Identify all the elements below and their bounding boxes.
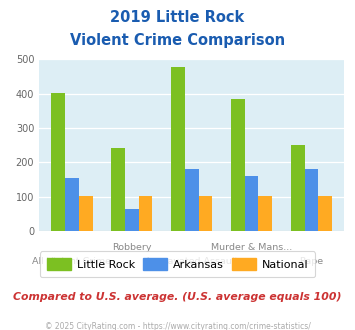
Text: © 2025 CityRating.com - https://www.cityrating.com/crime-statistics/: © 2025 CityRating.com - https://www.city… xyxy=(45,322,310,330)
Bar xyxy=(185,169,198,231)
Bar xyxy=(231,99,245,231)
Legend: Little Rock, Arkansas, National: Little Rock, Arkansas, National xyxy=(40,251,315,277)
Bar xyxy=(198,196,212,231)
Bar xyxy=(291,145,305,231)
Bar xyxy=(79,196,93,231)
Bar xyxy=(139,196,153,231)
Text: Murder & Mans...: Murder & Mans... xyxy=(211,243,292,252)
Bar xyxy=(245,176,258,231)
Text: Aggravated Assault: Aggravated Assault xyxy=(145,257,238,266)
Bar xyxy=(305,169,318,231)
Bar xyxy=(318,196,332,231)
Bar xyxy=(258,196,272,231)
Text: Rape: Rape xyxy=(299,257,323,266)
Text: 2019 Little Rock: 2019 Little Rock xyxy=(110,10,245,25)
Bar xyxy=(171,67,185,231)
Text: Compared to U.S. average. (U.S. average equals 100): Compared to U.S. average. (U.S. average … xyxy=(13,292,342,302)
Text: Robbery: Robbery xyxy=(112,243,152,252)
Text: Violent Crime Comparison: Violent Crime Comparison xyxy=(70,33,285,48)
Bar xyxy=(65,178,79,231)
Bar xyxy=(111,148,125,231)
Bar xyxy=(125,209,139,231)
Bar xyxy=(51,93,65,231)
Text: All Violent Crime: All Violent Crime xyxy=(32,257,111,266)
